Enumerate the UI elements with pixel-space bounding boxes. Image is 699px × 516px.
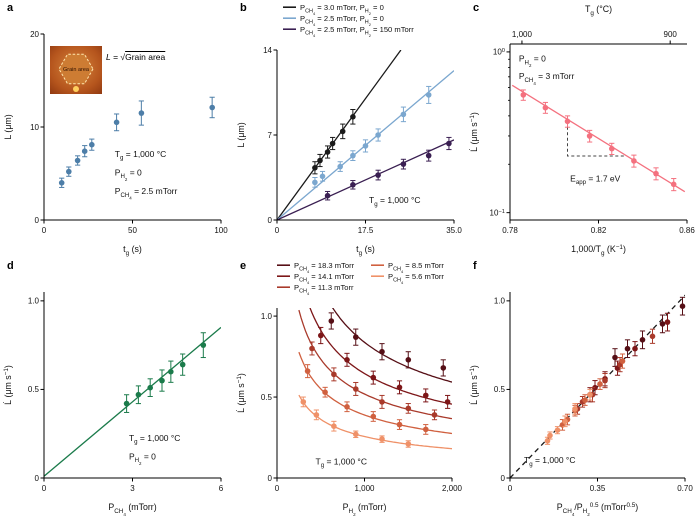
glare-spot: [73, 86, 79, 92]
svg-text:L̇ (μm s−1): L̇ (μm s−1): [236, 373, 246, 413]
svg-text:PCH4 = 3 mTorr: PCH4 = 3 mTorr: [519, 71, 575, 86]
svg-text:0.5: 0.5: [494, 385, 506, 394]
svg-text:PCH4 = 5.6 mTorr: PCH4 = 5.6 mTorr: [388, 272, 444, 285]
svg-text:0: 0: [35, 474, 40, 483]
svg-text:Tg (°C): Tg (°C): [585, 4, 612, 17]
svg-text:1.0: 1.0: [494, 297, 506, 306]
panel-a: a 0 50 100 0 10 20 tg (s) L (μm) Tg = 1,000 °C PH…: [0, 0, 233, 258]
svg-text:L̇ (μm s−1): L̇ (μm s−1): [3, 365, 13, 405]
svg-text:L̇ (μm s−1): L̇ (μm s−1): [469, 112, 479, 152]
svg-text:Tg = 1,000 °C: Tg = 1,000 °C: [369, 195, 420, 208]
svg-text:1,000/Tg (K−1): 1,000/Tg (K−1): [571, 244, 626, 257]
panel-letter-c: c: [473, 2, 480, 14]
svg-text:20: 20: [30, 30, 39, 39]
panel-letter-b: b: [240, 2, 247, 14]
svg-text:50: 50: [128, 226, 137, 235]
svg-text:Tg = 1,000 °C: Tg = 1,000 °C: [129, 433, 180, 446]
equation-equals: =: [110, 52, 121, 62]
svg-text:PCH4 = 2.5 mTorr, PH2 = 0: PCH4 = 2.5 mTorr, PH2 = 0: [300, 14, 384, 27]
svg-text:Tg = 1,000 °C: Tg = 1,000 °C: [316, 456, 367, 469]
panel-c-plot: 0.78 0.82 0.86 10−1 100 1,000 900 Tg (°C) 1,000/…: [469, 4, 696, 257]
panel-f-plot: 0 0.35 0.70 0 0.5 1.0 PCH4/PH20.5 (mTorr0.5) L̇…: [469, 292, 693, 516]
panel-b: b 0 17.5 35.0 0 7 14 tg (s) L (μm) PCH4 = 3.0 mT…: [233, 0, 466, 258]
svg-text:PCH4 (mTorr): PCH4 (mTorr): [108, 502, 156, 516]
svg-text:0: 0: [35, 216, 40, 225]
svg-text:0.5: 0.5: [28, 385, 40, 394]
svg-text:0: 0: [268, 216, 273, 225]
svg-text:0: 0: [275, 226, 280, 235]
svg-text:PCH4 = 18.3 mTorr: PCH4 = 18.3 mTorr: [294, 261, 355, 274]
svg-text:10−1: 10−1: [490, 208, 505, 217]
sqrt-symbol: √: [120, 52, 126, 62]
panel-letter-d: d: [7, 260, 14, 272]
svg-text:PCH4 = 2.5 mTorr, PH2 = 150 mT: PCH4 = 2.5 mTorr, PH2 = 150 mTorr: [300, 25, 414, 38]
svg-text:tg (s): tg (s): [123, 244, 142, 257]
svg-text:0: 0: [508, 484, 513, 493]
grain-area-label: Grain area: [63, 67, 90, 73]
svg-text:35.0: 35.0: [446, 226, 462, 235]
svg-text:Eapp = 1.7 eV: Eapp = 1.7 eV: [570, 173, 620, 186]
svg-text:900: 900: [664, 30, 678, 39]
svg-text:0.70: 0.70: [677, 484, 693, 493]
panel-f: f 0 0.35 0.70 0 0.5 1.0 PCH4/PH20.5 (mTorr0.5)…: [466, 258, 699, 516]
svg-text:L̇ (μm s−1): L̇ (μm s−1): [469, 365, 479, 405]
svg-text:Tg = 1,000 °C: Tg = 1,000 °C: [115, 149, 166, 162]
svg-text:1.0: 1.0: [28, 297, 40, 306]
svg-text:PCH4 = 11.3 mTorr: PCH4 = 11.3 mTorr: [294, 283, 354, 296]
svg-text:L (μm): L (μm): [3, 114, 13, 139]
panel-e: e 0 1,000 2,000 0 0.5 1.0 PH2 (mTorr) L̇ (μm s−…: [233, 258, 466, 516]
svg-text:PH2 = 0: PH2 = 0: [519, 54, 546, 69]
svg-text:1,000: 1,000: [512, 30, 533, 39]
svg-text:0.35: 0.35: [590, 484, 606, 493]
grain-size-equation: L = √Grain area: [106, 52, 165, 62]
svg-text:PCH4/PH20.5 (mTorr0.5): PCH4/PH20.5 (mTorr0.5): [557, 502, 638, 516]
svg-text:7: 7: [268, 131, 273, 140]
svg-text:0: 0: [268, 474, 273, 483]
svg-text:3: 3: [130, 484, 135, 493]
svg-text:0: 0: [42, 226, 47, 235]
svg-text:17.5: 17.5: [358, 226, 374, 235]
svg-text:0: 0: [501, 474, 506, 483]
svg-text:PCH4 = 8.5 mTorr: PCH4 = 8.5 mTorr: [388, 261, 444, 274]
svg-text:1,000: 1,000: [354, 484, 375, 493]
svg-text:PH2 = 0: PH2 = 0: [115, 167, 142, 182]
equation-variable: L: [106, 52, 111, 62]
panel-e-plot: 0 1,000 2,000 0 0.5 1.0 PH2 (mTorr) L̇ (μm s−1)…: [236, 261, 463, 516]
panel-letter-e: e: [240, 260, 247, 272]
svg-text:1.0: 1.0: [261, 312, 273, 321]
equation-radicand: Grain area: [125, 52, 166, 62]
panel-b-plot: 0 17.5 35.0 0 7 14 tg (s) L (μm) PCH4 = 3.0 mTor…: [236, 3, 462, 257]
svg-text:100: 100: [214, 226, 228, 235]
svg-text:PH2 (mTorr): PH2 (mTorr): [343, 502, 387, 516]
svg-text:PCH4 = 3.0 mTorr, PH2 = 0: PCH4 = 3.0 mTorr, PH2 = 0: [300, 3, 384, 16]
svg-text:0.78: 0.78: [502, 226, 518, 235]
grain-area-inset: Grain area: [50, 46, 102, 94]
svg-text:PCH4 = 2.5 mTorr: PCH4 = 2.5 mTorr: [115, 186, 178, 201]
svg-text:0: 0: [42, 484, 47, 493]
svg-text:L (μm): L (μm): [236, 122, 246, 147]
panel-letter-a: a: [7, 2, 14, 14]
panel-letter-f: f: [473, 260, 477, 272]
svg-text:0.82: 0.82: [591, 226, 607, 235]
svg-text:PH2 = 0: PH2 = 0: [129, 451, 156, 466]
svg-text:10: 10: [30, 123, 39, 132]
svg-text:0.86: 0.86: [679, 226, 695, 235]
svg-text:100: 100: [493, 48, 505, 57]
svg-text:14: 14: [263, 46, 272, 55]
svg-text:0: 0: [275, 484, 280, 493]
svg-text:Tg = 1,000 °C: Tg = 1,000 °C: [524, 455, 575, 468]
grain-outline-hexagon: [58, 53, 94, 85]
svg-text:tg (s): tg (s): [356, 244, 375, 257]
svg-text:6: 6: [219, 484, 224, 493]
svg-text:PCH4 = 14.1 mTorr: PCH4 = 14.1 mTorr: [294, 272, 355, 285]
panel-a-plot: 0 50 100 0 10 20 tg (s) L (μm) Tg = 1,000 °C PH2 …: [3, 30, 228, 257]
panel-d: d 0 3 6 0 0.5 1.0 PCH4 (mTorr) L̇ (μm s−1) Tg = …: [0, 258, 233, 516]
svg-text:2,000: 2,000: [442, 484, 463, 493]
panel-d-plot: 0 3 6 0 0.5 1.0 PCH4 (mTorr) L̇ (μm s−1) Tg = 1,…: [3, 292, 224, 516]
panel-c: c 0.78 0.82 0.86 10−1 100 1,000 900 Tg (°C) 1,00…: [466, 0, 699, 258]
svg-text:0.5: 0.5: [261, 393, 273, 402]
